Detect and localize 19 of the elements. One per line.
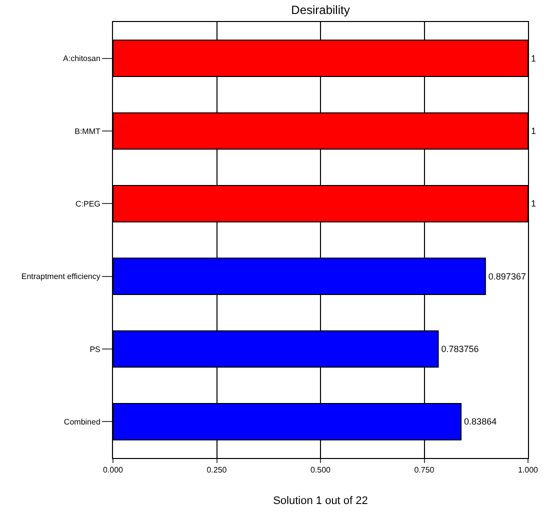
data-label: 0.897367: [488, 271, 526, 282]
y-tick-label: Combined: [64, 417, 100, 426]
chart-title: Desirability: [291, 3, 350, 18]
y-tick-label: PS: [90, 344, 100, 354]
y-tick-label: B:MMT: [74, 126, 101, 136]
y-tick-label: C:PEG: [75, 199, 100, 208]
data-label: 0.83864: [464, 416, 497, 427]
data-label: 1: [531, 53, 536, 64]
x-tick-label: 0.000: [102, 466, 124, 475]
x-tick-label: 0.500: [310, 466, 332, 475]
y-tick-label: Entraptment efficiency: [21, 272, 100, 282]
x-tick-label: 0.750: [414, 466, 435, 475]
x-axis-title: Solution 1 out of 22: [273, 494, 368, 507]
data-label: 1: [531, 198, 536, 209]
y-tick-label: A:chitosan: [63, 54, 100, 64]
data-label: 1: [531, 126, 536, 136]
x-tick-label: 1.000: [518, 466, 539, 475]
data-label: 0.783756: [441, 344, 479, 354]
x-tick-label: 0.250: [206, 466, 228, 475]
